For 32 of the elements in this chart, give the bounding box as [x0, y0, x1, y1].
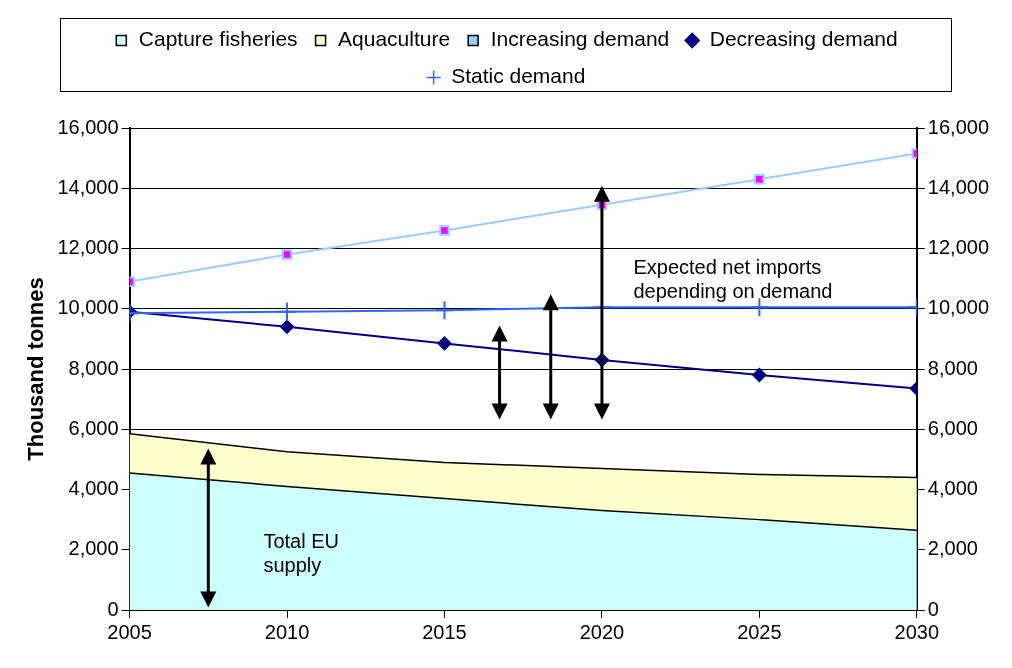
annotation: Total EU supply	[263, 530, 339, 577]
y2-tick-label: 10,000	[927, 296, 989, 319]
legend-label: Aquaculture	[338, 27, 451, 51]
y2-tick-label: 8,000	[927, 356, 978, 379]
annotation: Expected net imports depending on demand	[633, 255, 833, 302]
y-tick-label: 8,000	[68, 356, 119, 379]
y-tick-label: 6,000	[68, 416, 119, 439]
y2-tick-label: 16,000	[927, 115, 989, 138]
x-tick-label: 2015	[422, 620, 467, 643]
x-tick-label: 2020	[579, 620, 625, 643]
y2-tick-label: 4,000	[927, 477, 978, 500]
legend-label: Capture fisheries	[138, 27, 298, 51]
legend-label: Static demand	[451, 64, 586, 88]
y-tick-label: 0	[107, 597, 119, 620]
x-tick-label: 2025	[737, 620, 782, 643]
y2-tick-label: 14,000	[927, 175, 989, 198]
y-tick-label: 10,000	[57, 296, 119, 319]
y-tick-label: 12,000	[57, 236, 119, 259]
y-axis-title: Thousand tonnes	[23, 277, 49, 461]
legend-label: Increasing demand	[490, 27, 670, 51]
x-tick-label: 2030	[894, 620, 940, 643]
y-tick-label: 14,000	[57, 175, 119, 198]
x-tick-label: 2005	[107, 620, 152, 643]
legend-label: Decreasing demand	[709, 27, 898, 51]
y2-tick-label: 12,000	[927, 236, 989, 259]
y2-tick-label: 2,000	[927, 537, 978, 560]
y2-tick-label: 0	[927, 597, 939, 620]
y-tick-label: 4,000	[68, 477, 119, 500]
y-tick-label: 2,000	[68, 537, 119, 560]
y2-tick-label: 6,000	[927, 416, 978, 439]
y-tick-label: 16,000	[57, 115, 119, 138]
x-tick-label: 2010	[264, 620, 310, 643]
